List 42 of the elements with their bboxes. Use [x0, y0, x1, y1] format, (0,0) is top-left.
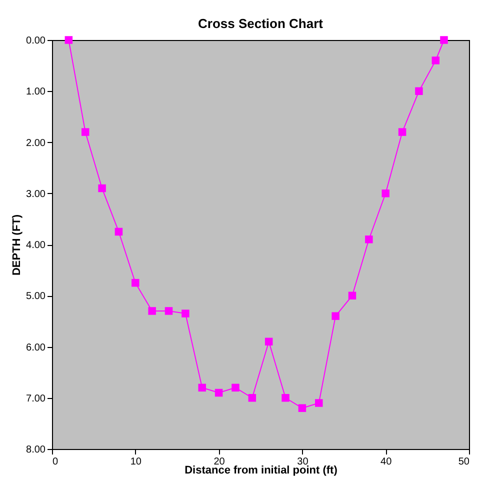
point — [164, 307, 173, 315]
x-tick-label: 50 — [458, 456, 470, 468]
point — [232, 384, 240, 392]
y-axis-title: DEPTH (FT) — [11, 214, 24, 276]
point — [432, 56, 440, 64]
y-tick-label: 6.00 — [26, 342, 46, 354]
y-tick-label: 1.00 — [26, 86, 46, 98]
point — [348, 292, 356, 300]
point — [114, 228, 123, 236]
x-tick-label: 30 — [297, 456, 309, 468]
point — [315, 399, 323, 407]
point — [198, 384, 206, 392]
point — [132, 278, 140, 287]
x-tick-label: 0 — [52, 456, 58, 468]
y-tick-label: 0.00 — [26, 36, 46, 46]
y-tick-label: 3.00 — [26, 188, 46, 200]
x-tick-label: 10 — [130, 456, 142, 468]
point — [440, 36, 448, 44]
point — [81, 128, 90, 136]
x-axis-title: Distance from initial point (ft) — [184, 464, 338, 476]
point — [214, 388, 223, 397]
point — [382, 190, 390, 198]
point — [282, 394, 290, 402]
point — [182, 310, 190, 318]
y-tick-label: 8.00 — [26, 444, 46, 456]
point — [64, 36, 73, 44]
point — [365, 236, 373, 244]
chart-title: Cross Section Chart — [198, 16, 324, 31]
point — [98, 184, 106, 192]
y-tick-label: 5.00 — [26, 291, 46, 302]
point — [248, 394, 256, 402]
point — [398, 128, 406, 136]
x-tick-label: 40 — [380, 456, 392, 468]
point — [332, 312, 340, 320]
point — [298, 404, 306, 412]
x-tick-label: 20 — [214, 456, 226, 468]
y-tick-label: 4.00 — [26, 240, 46, 251]
point — [264, 338, 273, 346]
point — [148, 307, 156, 315]
y-tick-label: 7.00 — [26, 393, 46, 404]
point — [415, 87, 423, 95]
y-tick-label: 2.00 — [26, 138, 46, 149]
